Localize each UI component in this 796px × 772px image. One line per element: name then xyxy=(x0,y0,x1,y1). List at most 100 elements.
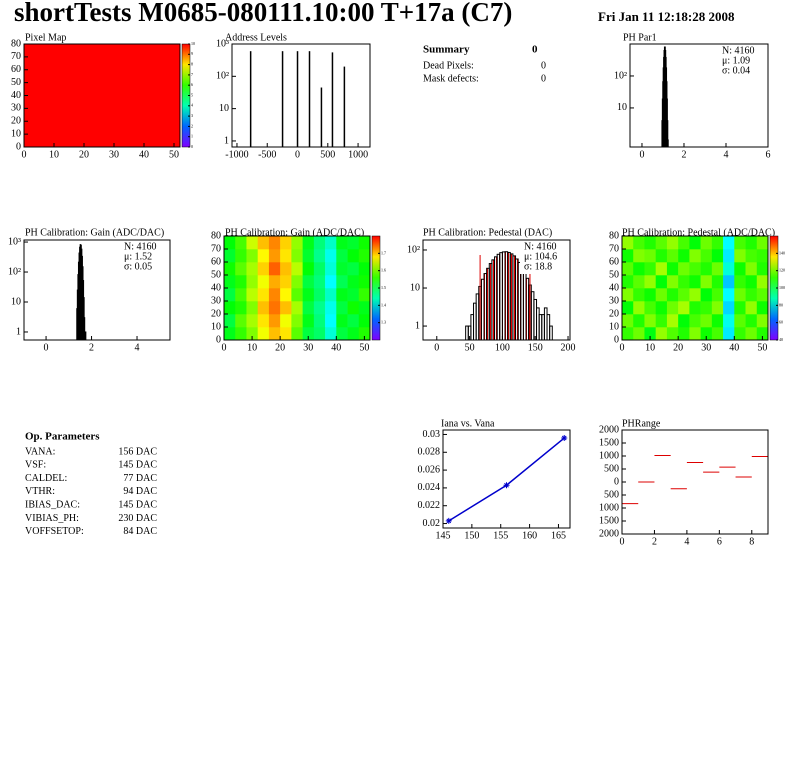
heat-cell xyxy=(224,288,236,302)
heat-cell xyxy=(280,301,292,315)
heat-cell xyxy=(280,236,292,250)
heat-cell xyxy=(313,301,326,315)
x-tick-label: 100 xyxy=(495,342,510,353)
heat-cell xyxy=(291,262,303,276)
summary-value: 0 xyxy=(532,44,538,56)
heat-cell xyxy=(347,275,360,289)
frame-border xyxy=(231,43,371,148)
heat-cell xyxy=(655,236,668,250)
x-tick-label: 30 xyxy=(109,149,119,160)
heat-cell xyxy=(666,288,679,302)
heat-cell xyxy=(235,314,247,328)
heat-cell xyxy=(347,236,360,250)
heat-cell xyxy=(313,314,326,328)
heat-cell xyxy=(622,275,634,289)
color-bar-label: 4 xyxy=(191,103,193,108)
color-bar-label: 6 xyxy=(191,82,193,87)
pad-title: PH Par1 xyxy=(623,32,657,43)
heat-cell xyxy=(644,249,656,263)
heat-cell xyxy=(280,288,292,302)
param-name: VIBIAS_PH: xyxy=(25,513,79,524)
heat-cell xyxy=(633,262,645,276)
color-bar-label: 80 xyxy=(779,302,783,307)
heat-cell xyxy=(711,327,724,341)
heat-cell xyxy=(734,301,746,315)
heat-cell xyxy=(745,288,758,302)
stats-text: N: 4160 xyxy=(124,241,157,252)
heat-cell xyxy=(336,301,348,315)
x-tick-label: 2 xyxy=(652,536,657,547)
heat-cell xyxy=(358,314,371,328)
x-tick-label: 145 xyxy=(436,530,451,541)
param-name: VOFFSETOP: xyxy=(25,526,84,537)
y-tick-label: 60 xyxy=(11,64,21,75)
heat-cell xyxy=(689,236,701,250)
heat-cell xyxy=(336,275,348,289)
heat-cell xyxy=(347,301,360,315)
date: Fri Jan 11 12:18:28 2008 xyxy=(598,9,735,24)
x-tick-label: 4 xyxy=(684,536,689,547)
y-tick-label: 10 xyxy=(410,282,420,293)
heat-cell xyxy=(700,249,713,263)
pad-title: PHRange xyxy=(622,418,661,429)
param-name: IBIAS_DAC: xyxy=(25,499,80,510)
heat-cell xyxy=(734,236,746,250)
heat-cell xyxy=(633,236,645,250)
y-tick-label: 70 xyxy=(211,243,221,254)
heat-cell xyxy=(291,249,303,263)
y-tick-label: 80 xyxy=(211,230,221,241)
y-tick-label: 10² xyxy=(407,244,420,255)
heat-cell xyxy=(756,275,769,289)
heat-cell xyxy=(723,288,735,302)
y-tick-label: 1 xyxy=(415,320,420,331)
pad-title: Iana vs. Vana xyxy=(441,418,495,429)
stats-box xyxy=(520,241,568,274)
heat-cell xyxy=(246,301,258,315)
heat-cell xyxy=(280,262,292,276)
heat-cell xyxy=(325,236,337,250)
heat-cell xyxy=(358,288,371,302)
summary-count: 0 xyxy=(541,73,546,84)
heat-cell xyxy=(756,301,769,315)
heat-cell xyxy=(734,275,746,289)
heat-cell xyxy=(633,314,645,328)
x-tick-label: 0 xyxy=(222,342,227,353)
heat-cell xyxy=(336,288,348,302)
x-tick-label: 20 xyxy=(673,342,683,353)
x-tick-label: 2 xyxy=(89,342,94,353)
pad-title: PH Calibration: Pedestal (ADC/DAC) xyxy=(622,227,775,238)
y-tick-label: 10 xyxy=(609,321,619,332)
heat-cell xyxy=(734,249,746,263)
y-tick-label: 30 xyxy=(211,295,221,306)
heat-cell xyxy=(711,236,724,250)
x-tick-label: 200 xyxy=(561,342,576,353)
heat-cell xyxy=(313,288,326,302)
heat-cell xyxy=(678,288,690,302)
heat-cell xyxy=(257,327,270,341)
heat-cell xyxy=(689,314,701,328)
heat-cell xyxy=(358,262,371,276)
y-tick-label: 0.022 xyxy=(418,500,441,511)
heat-cell xyxy=(745,249,758,263)
param-name: VSF: xyxy=(25,460,46,471)
heat-cell xyxy=(745,301,758,315)
summary-title: Summary xyxy=(423,44,470,56)
heat-cell xyxy=(257,275,270,289)
heat-cell xyxy=(235,327,247,341)
heat-cell xyxy=(644,236,656,250)
param-value: 94 DAC xyxy=(123,486,157,497)
heat-cell xyxy=(700,301,713,315)
x-tick-label: 0 xyxy=(620,342,625,353)
y-tick-label: 60 xyxy=(609,256,619,267)
x-tick-label: 0 xyxy=(434,342,439,353)
heat-cell xyxy=(711,288,724,302)
heat-cell xyxy=(325,327,337,341)
heat-cell xyxy=(711,301,724,315)
heat-cell xyxy=(280,327,292,341)
heat-cell xyxy=(257,262,270,276)
heat-cell xyxy=(257,288,270,302)
y-tick-label: 0.024 xyxy=(418,482,441,493)
heat-cell xyxy=(325,314,337,328)
heat-cell xyxy=(689,275,701,289)
